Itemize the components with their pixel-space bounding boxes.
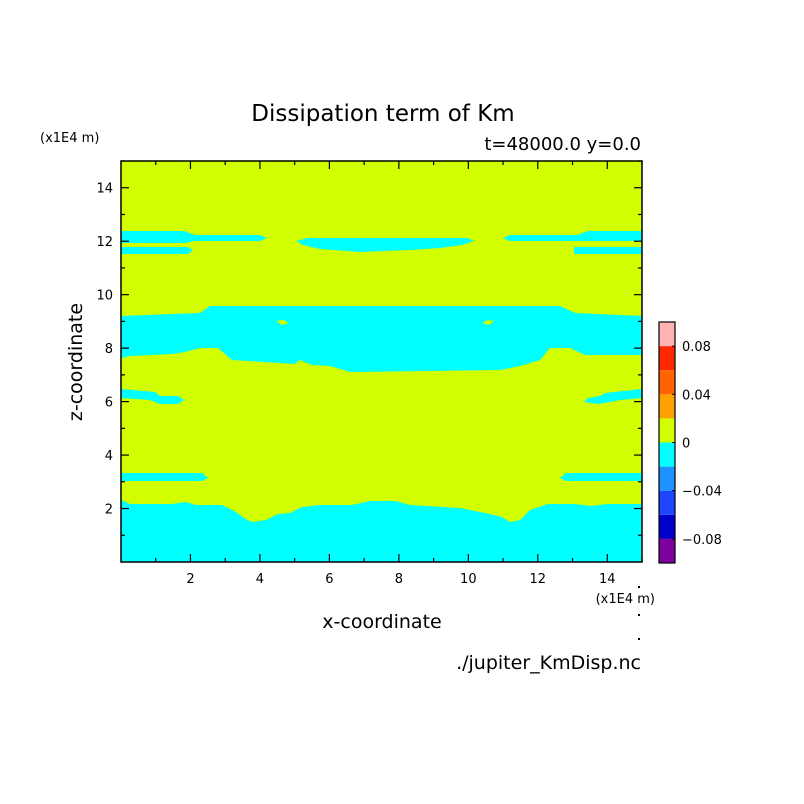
middle-band — [121, 306, 642, 372]
side-band-left-3 — [121, 473, 208, 481]
y-tick-label: 4 — [105, 449, 113, 464]
colorbar-swatch — [659, 394, 675, 419]
colorbar-swatch — [659, 538, 675, 563]
colorbar-label: 0.04 — [682, 388, 711, 403]
colorbar: 0.08 0.04 0 −0.04 −0.08 — [658, 321, 722, 564]
colorbar-label: −0.04 — [682, 485, 722, 500]
x-axis: 2 4 6 8 10 12 14 — [155, 161, 643, 587]
y-tick-label: 8 — [105, 342, 113, 357]
source-file-label: ./jupiter_KmDisp.nc — [456, 652, 641, 674]
y-tick-label: 14 — [96, 182, 113, 197]
y-tick-label: 2 — [105, 503, 113, 518]
upper-band-left-lower — [121, 247, 193, 254]
colorbar-swatch — [659, 418, 675, 443]
y-axis-label: z-coordinate — [65, 303, 87, 421]
colorbar-swatch — [659, 370, 675, 395]
decorative-dots — [638, 586, 640, 640]
upper-band-center — [296, 238, 474, 252]
positive-notch-right — [482, 320, 494, 325]
colorbar-label: −0.08 — [682, 533, 722, 548]
upper-band-left — [121, 231, 267, 243]
bottom-band — [121, 500, 642, 562]
x-tick-label: 4 — [256, 572, 264, 587]
colorbar-label: 0.08 — [682, 340, 711, 355]
y-axis: 2 4 6 8 10 12 14 — [96, 160, 642, 536]
colorbar-swatch — [659, 442, 675, 467]
y-tick-label: 12 — [96, 235, 113, 250]
plot-frame — [120, 160, 643, 563]
x-tick-label: 8 — [395, 572, 403, 587]
x-tick-label: 12 — [530, 572, 547, 587]
colorbar-swatch — [659, 490, 675, 515]
positive-notch-left — [276, 320, 289, 325]
x-tick-label: 2 — [186, 572, 194, 587]
side-band-right-6 — [584, 389, 642, 404]
x-tick-label: 6 — [325, 572, 333, 587]
y-tick-label: 10 — [96, 289, 113, 304]
x-tick-label: 10 — [460, 572, 477, 587]
x-tick-label: 14 — [599, 572, 616, 587]
y-tick-label: 6 — [105, 396, 113, 411]
upper-band-right — [503, 231, 642, 241]
upper-band-right-lower — [574, 247, 642, 254]
chart-subtitle: t=48000.0 y=0.0 — [484, 134, 641, 155]
x-unit-label: (x1E4 m) — [596, 592, 655, 607]
chart-title: Dissipation term of Km — [251, 101, 514, 127]
colorbar-label: 0 — [682, 437, 690, 452]
side-band-right-3 — [560, 473, 642, 481]
colorbar-swatch — [659, 346, 675, 371]
contour-fill — [121, 161, 642, 562]
plot-border — [120, 160, 643, 563]
side-band-left-6 — [121, 389, 184, 404]
colorbar-swatch — [659, 322, 675, 347]
y-unit-label: (x1E4 m) — [40, 131, 99, 146]
colorbar-swatch — [659, 466, 675, 491]
x-axis-label: x-coordinate — [322, 611, 441, 633]
colorbar-swatch — [659, 514, 675, 539]
